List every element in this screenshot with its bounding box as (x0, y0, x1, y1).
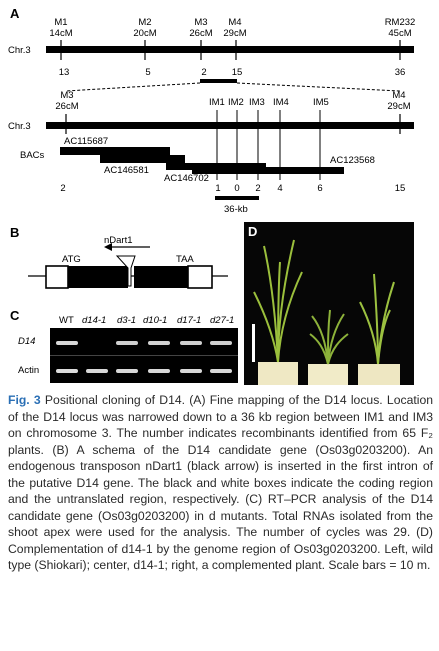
gel-band (210, 369, 232, 373)
zoom-recomb-count: 0 (234, 183, 240, 194)
region-label: 36-kb (224, 204, 248, 215)
zoom-chromosome-bar (46, 122, 414, 129)
zoom-recomb-count: 2 (255, 183, 261, 194)
utr-box (187, 265, 213, 289)
utr-box (45, 265, 69, 289)
gel-image (50, 328, 238, 383)
gene-schema (28, 243, 228, 289)
bac-bar (166, 163, 266, 170)
plant-complemented (359, 273, 395, 365)
figure-caption: Fig. 3 Positional cloning of D14. (A) Fi… (8, 392, 433, 574)
gel-band (180, 341, 202, 345)
arrowhead (104, 243, 112, 251)
panel-c-letter: C (10, 308, 20, 323)
gel-row-label: D14 (18, 336, 36, 347)
gel-band (116, 369, 138, 373)
bac-label: AC146702 (164, 173, 209, 184)
marker-name: M2 (138, 17, 152, 28)
stop-codon-label: TAA (176, 254, 194, 265)
plant-pot (308, 364, 348, 385)
transposon-label: nDart1 (104, 235, 133, 246)
zoom-line (65, 82, 201, 92)
chromosome-bar (46, 46, 414, 53)
lane-label: d14-1 (82, 315, 107, 326)
bac-bar (192, 167, 344, 174)
marker-pos: 29cM (223, 28, 247, 39)
panel-d-letter: D (248, 224, 258, 239)
bacs-label: BACs (20, 150, 45, 161)
region-bar (215, 196, 259, 200)
exon-box (68, 266, 128, 288)
recomb-count: 36 (394, 67, 406, 78)
inner-marker: IM1 (209, 97, 225, 108)
panel-d-photo: D (244, 222, 414, 385)
marker-pos: 45cM (388, 28, 412, 39)
inner-marker: IM5 (313, 97, 329, 108)
recomb-count: 15 (231, 67, 243, 78)
lane-label: d3-1 (117, 315, 137, 326)
bac-label: AC123568 (330, 155, 375, 166)
zoom-line (236, 82, 401, 92)
plant-wild-type (253, 239, 303, 363)
marker-name: M3 (194, 17, 208, 28)
zoom-marker-pos: 26cM (55, 101, 79, 112)
lane-label: d27-1 (210, 315, 235, 326)
plant-d14-mutant (309, 309, 349, 365)
caption-text: Positional cloning of D14. (A) Fine mapp… (8, 393, 434, 572)
chromosome-label: Chr.3 (8, 45, 31, 56)
mapping-diagram (46, 40, 414, 200)
plant-pot (258, 362, 298, 385)
zoom-marker-pos: 29cM (387, 101, 411, 112)
panel-b-letter: B (10, 225, 20, 240)
plant-pot (358, 364, 400, 385)
bac-label: AC146581 (104, 165, 149, 176)
gel-band (86, 369, 108, 373)
marker-name: RM232 (384, 17, 416, 28)
panel-a-letter: A (10, 6, 20, 21)
gel-band (116, 341, 138, 345)
lane-label: d17-1 (177, 315, 202, 326)
transposon-insertion (115, 255, 136, 287)
recomb-count: 5 (145, 67, 151, 78)
gel-row-label: Actin (18, 365, 40, 376)
gel-band (148, 341, 170, 345)
inner-marker: IM4 (273, 97, 289, 108)
recomb-count: 13 (58, 67, 70, 78)
zoom-recomb-count: 2 (60, 183, 66, 194)
lane-label: d10-1 (143, 315, 168, 326)
gel-band (210, 341, 232, 345)
bac-label: AC115687 (64, 136, 109, 147)
gel-band (148, 369, 170, 373)
figure-label: Fig. 3 (8, 393, 41, 407)
zoom-recomb-count: 4 (277, 183, 283, 194)
bac-bar (100, 155, 185, 163)
gel-band (180, 369, 202, 373)
marker-name: M4 (228, 17, 242, 28)
marker-pos: 14cM (49, 28, 73, 39)
recomb-count: 2 (201, 67, 207, 78)
exon-box (134, 266, 188, 288)
zoom-recomb-count: 1 (215, 183, 221, 194)
gel-band (56, 341, 78, 345)
marker-pos: 26cM (189, 28, 213, 39)
scale-bar (252, 324, 255, 362)
zoom-chromosome-label: Chr.3 (8, 121, 31, 132)
inner-marker: IM2 (228, 97, 244, 108)
gel-band (56, 369, 78, 373)
inner-marker: IM3 (249, 97, 265, 108)
start-codon-label: ATG (62, 254, 81, 265)
marker-pos: 20cM (133, 28, 157, 39)
zoom-marker-name: M4 (392, 90, 406, 101)
lane-label: WT (59, 315, 74, 326)
marker-name: M1 (54, 17, 68, 28)
bac-bar (60, 147, 170, 155)
zoom-recomb-count: 15 (394, 183, 406, 194)
zoom-recomb-count: 6 (317, 183, 323, 194)
selected-interval (200, 79, 237, 83)
zoom-marker-name: M3 (60, 90, 74, 101)
